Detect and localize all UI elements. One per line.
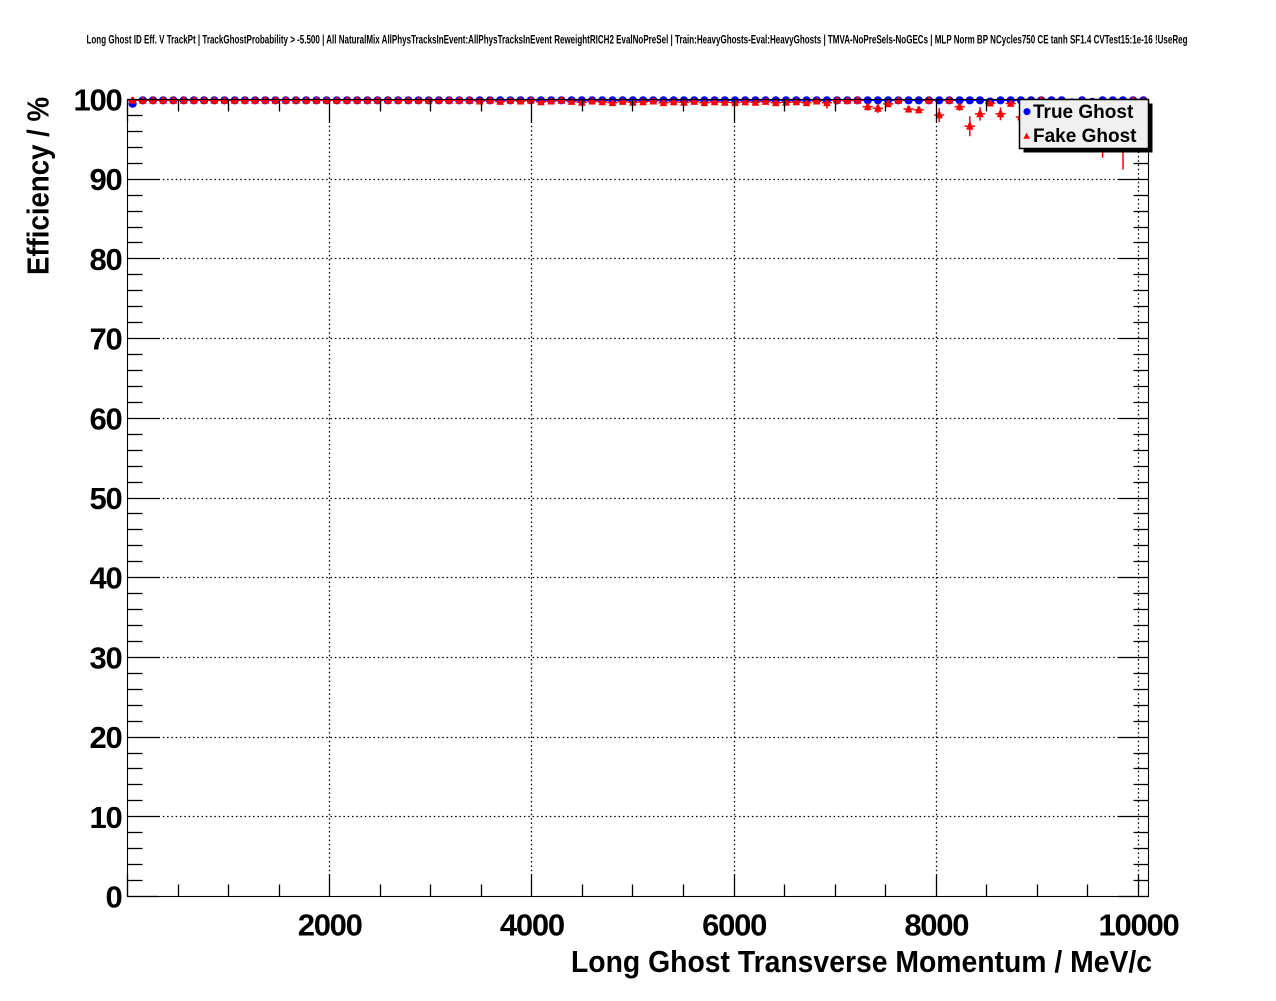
- svg-text:80: 80: [90, 242, 122, 277]
- svg-text:10: 10: [90, 800, 122, 835]
- svg-text:Long Ghost ID Eff. V TrackPt |: Long Ghost ID Eff. V TrackPt | TrackGhos…: [87, 35, 1188, 47]
- svg-text:True Ghost: True Ghost: [1033, 102, 1134, 123]
- svg-text:Long Ghost Transverse Momentum: Long Ghost Transverse Momentum / MeV/c: [571, 945, 1152, 979]
- svg-text:70: 70: [90, 322, 122, 357]
- svg-text:4000: 4000: [500, 908, 564, 943]
- svg-text:30: 30: [90, 640, 122, 675]
- svg-text:90: 90: [90, 162, 122, 197]
- svg-text:Efficiency / %: Efficiency / %: [21, 97, 55, 275]
- svg-text:Fake Ghost: Fake Ghost: [1033, 126, 1137, 147]
- svg-text:50: 50: [90, 481, 122, 516]
- svg-text:6000: 6000: [702, 908, 766, 943]
- svg-text:10000: 10000: [1099, 908, 1179, 943]
- svg-text:0: 0: [106, 880, 122, 915]
- svg-text:60: 60: [90, 401, 122, 436]
- svg-text:40: 40: [90, 561, 122, 596]
- svg-text:2000: 2000: [298, 908, 362, 943]
- svg-text:8000: 8000: [904, 908, 968, 943]
- svg-text:100: 100: [74, 83, 122, 118]
- svg-text:20: 20: [90, 720, 122, 755]
